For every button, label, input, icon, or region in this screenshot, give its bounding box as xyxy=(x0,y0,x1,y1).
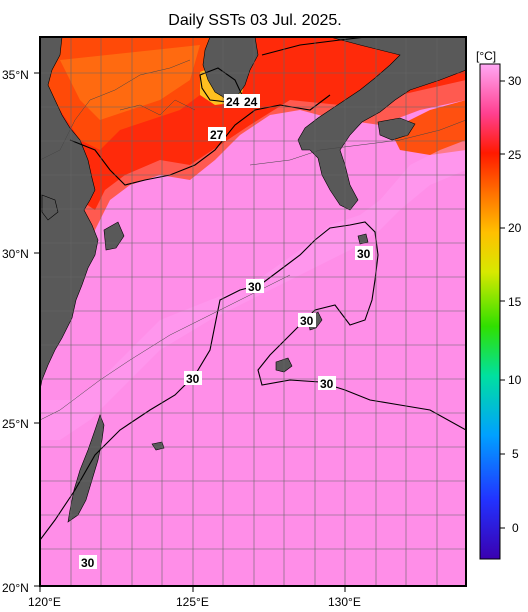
lon-label: 120°E xyxy=(28,595,61,609)
japan-islands xyxy=(297,37,466,211)
colorbar-tick: 30 xyxy=(508,74,522,88)
contour-label: 30 xyxy=(186,372,200,386)
contour-30c xyxy=(40,221,466,541)
colorbar-tick: 5 xyxy=(512,447,519,461)
graticule xyxy=(40,37,466,586)
lat-axis: 35°N 30°N 25°N 20°N xyxy=(2,68,40,595)
colorbar-unit: [°C] xyxy=(476,49,496,63)
colorbar-tick: 15 xyxy=(508,295,522,309)
lat-label: 35°N xyxy=(2,68,29,82)
map-title: Daily SSTs 03 Jul. 2025. xyxy=(168,12,342,29)
contour-label: 30 xyxy=(357,247,371,261)
colorbar-tick: 10 xyxy=(508,373,522,387)
contour-label: 27 xyxy=(210,128,224,142)
map-frame xyxy=(39,36,467,587)
contour-27c xyxy=(69,94,331,186)
yaeyama-island xyxy=(151,441,165,451)
china-mainland xyxy=(40,37,99,391)
colorbar-tick: 25 xyxy=(508,148,522,162)
yakushima-island xyxy=(357,233,369,245)
map-area: 24 24 27 30 30 30 30 30 30 xyxy=(40,37,466,586)
yellow-sea-orange xyxy=(60,45,200,120)
contour-labels: 24 24 27 30 30 30 30 30 30 xyxy=(79,94,373,570)
contour-label: 30 xyxy=(248,280,262,294)
contour-label: 30 xyxy=(300,314,314,328)
contour-label: 24 xyxy=(226,95,240,109)
contour-label: 30 xyxy=(81,556,95,570)
lat-label: 20°N xyxy=(2,581,29,595)
taiwan xyxy=(67,414,105,523)
contour-label: 24 xyxy=(244,95,258,109)
lat-label: 30°N xyxy=(2,247,29,261)
contour-27c-north xyxy=(261,37,367,56)
colorbar-tick: 0 xyxy=(512,521,519,535)
colorbar: [°C] 30 25 20 15 10 5 0 xyxy=(476,49,522,560)
lon-axis: 120°E 125°E 130°E xyxy=(28,586,361,609)
contour-label: 30 xyxy=(320,377,334,391)
lon-label: 130°E xyxy=(328,595,361,609)
lat-label: 25°N xyxy=(2,417,29,431)
colorbar-tick: 20 xyxy=(508,221,522,235)
lon-label: 125°E xyxy=(176,595,209,609)
colorbar-gradient xyxy=(479,63,501,560)
